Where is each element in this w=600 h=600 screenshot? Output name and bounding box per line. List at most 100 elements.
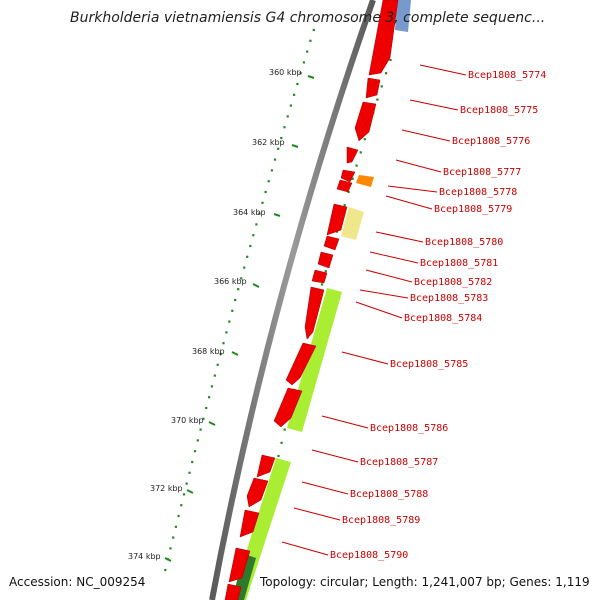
ruler: 360 kbp 362 kbp 364 kbp 366 kbp 368 kbp …	[128, 68, 315, 562]
map-title: Burkholderia vietnamiensis G4 chromosome…	[70, 10, 545, 26]
gene-label[interactable]: Bcep1808_5789	[342, 515, 420, 526]
gene-label[interactable]: Bcep1808_5780	[425, 237, 503, 248]
track-dot	[234, 298, 237, 302]
track-dot	[289, 104, 292, 107]
gene-label[interactable]: Bcep1808_5790	[330, 550, 408, 561]
cog-feature-green[interactable]	[287, 288, 342, 432]
track-dot	[219, 352, 222, 356]
gene-arrow[interactable]	[368, 0, 399, 76]
gene-arrow[interactable]	[228, 547, 251, 583]
gene-arrow[interactable]	[256, 454, 276, 478]
ruler-label: 362 kbp	[252, 138, 285, 147]
cog-feature-yellow[interactable]	[341, 207, 364, 240]
track-dot	[359, 151, 362, 154]
track-dot	[385, 72, 388, 75]
gene-arrow[interactable]	[323, 235, 340, 251]
gene-label[interactable]: Bcep1808_5786	[370, 423, 448, 434]
track-dot	[264, 190, 267, 194]
leader-line	[387, 185, 438, 193]
gene-label[interactable]: Bcep1808_5788	[350, 489, 428, 500]
leader-line	[419, 64, 467, 76]
gene-arrow[interactable]	[340, 169, 356, 183]
track-dot	[389, 58, 392, 62]
track-dot	[225, 331, 228, 334]
label-leader-lines	[281, 64, 467, 556]
ruler-label: 374 kbp	[128, 552, 161, 561]
track-dot	[205, 406, 208, 410]
leader-line	[293, 507, 341, 521]
ruler-tick	[208, 421, 216, 426]
track-dot	[240, 277, 243, 280]
gene-arrow[interactable]	[285, 342, 317, 386]
leader-line	[281, 541, 329, 556]
track-dot	[312, 28, 315, 32]
track-dot	[324, 270, 327, 273]
leader-line	[395, 159, 442, 173]
track-dot	[243, 266, 246, 269]
gene-arrow[interactable]	[346, 146, 359, 164]
gene-arrow[interactable]	[336, 179, 353, 193]
gene-arrow[interactable]	[365, 77, 381, 99]
track-dot	[169, 547, 172, 550]
track-dot	[258, 212, 261, 215]
gene-label[interactable]: Bcep1808_5783	[410, 293, 488, 304]
backbone-ring	[209, 0, 376, 600]
ruler-label: 360 kbp	[269, 68, 302, 77]
gene-arrow[interactable]	[246, 477, 269, 508]
gene-label[interactable]: Bcep1808_5774	[468, 70, 546, 81]
leader-line	[355, 301, 403, 319]
gene-arrow[interactable]	[326, 203, 348, 236]
gene-label[interactable]: Bcep1808_5775	[460, 105, 538, 116]
track-dot	[188, 471, 191, 474]
track-dot	[255, 223, 258, 226]
ruler-label: 366 kbp	[214, 277, 247, 286]
track-dot	[273, 158, 277, 161]
gene-arrow[interactable]	[354, 101, 377, 142]
gene-arrow[interactable]	[273, 387, 303, 428]
gene-label[interactable]: Bcep1808_5778	[439, 187, 517, 198]
gene-arrow[interactable]	[311, 269, 328, 284]
track-dot	[380, 85, 383, 88]
ruler-label: 368 kbp	[192, 347, 225, 356]
ruler-tick	[307, 75, 315, 79]
leader-line	[321, 415, 369, 429]
leader-line	[301, 481, 349, 495]
leader-line	[401, 129, 451, 142]
gene-label[interactable]: Bcep1808_5785	[390, 359, 468, 370]
ruler-tick	[252, 283, 260, 288]
cog-feature-orange[interactable]	[356, 175, 374, 187]
track-dot	[296, 82, 299, 86]
track-dot	[267, 180, 270, 183]
track-dot	[249, 244, 252, 248]
gene-label[interactable]: Bcep1808_5776	[452, 136, 530, 147]
track-dot	[277, 454, 280, 458]
track-dot	[174, 525, 177, 528]
gene-arrow[interactable]	[317, 251, 334, 269]
track-dot	[208, 396, 211, 399]
track-dot	[270, 169, 273, 172]
leader-line	[385, 195, 433, 210]
gene-label[interactable]: Bcep1808_5787	[360, 457, 438, 468]
gene-label[interactable]: Bcep1808_5784	[404, 313, 482, 324]
track-dot	[252, 234, 255, 237]
gene-label[interactable]: Bcep1808_5782	[414, 277, 492, 288]
gene-label[interactable]: Bcep1808_5779	[434, 204, 512, 215]
gene-arrow[interactable]	[304, 286, 325, 340]
track-dot	[246, 255, 249, 258]
track-dot	[191, 460, 194, 464]
leader-line	[359, 289, 409, 299]
track-dot	[261, 201, 264, 204]
track-dot	[193, 450, 197, 453]
ruler-label: 370 kbp	[171, 416, 204, 425]
track-dot	[202, 417, 205, 420]
ruler-tick	[164, 557, 172, 562]
gene-arrow[interactable]	[224, 583, 242, 600]
track-dot	[199, 428, 202, 431]
track-dot	[196, 439, 199, 442]
leader-line	[341, 351, 389, 365]
gene-label[interactable]: Bcep1808_5781	[420, 258, 498, 269]
gene-arrow[interactable]	[239, 509, 260, 538]
gene-label[interactable]: Bcep1808_5777	[443, 167, 521, 178]
cog-feature-blue[interactable]	[395, 0, 411, 32]
